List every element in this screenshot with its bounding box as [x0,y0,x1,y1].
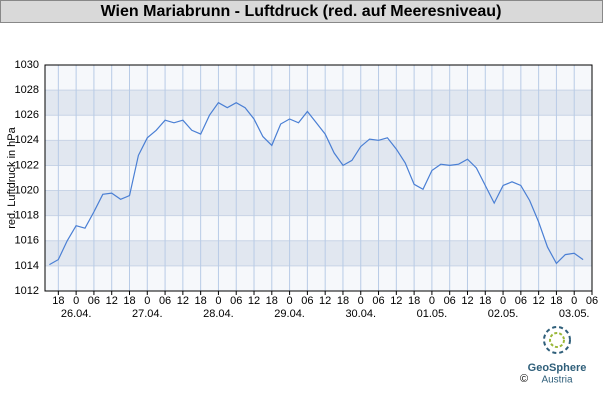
x-tick-label: 12 [390,295,402,307]
line-series [49,101,584,266]
x-tick-label: 06 [301,295,313,307]
x-tick-label: 18 [123,295,135,307]
y-axis-label: red. Luftdruck in hPa [6,126,18,228]
logo-ring [543,326,571,354]
x-tick-label: 0 [358,295,364,307]
y-tick-label: 1026 [15,109,39,121]
y-tick-label: 1014 [15,260,39,272]
date-label: 28.04. [203,308,234,320]
copyright: © [520,373,528,385]
y-tick-label: 1020 [15,184,39,196]
logo [543,326,571,354]
x-tick-label: 06 [515,295,527,307]
x-tick-label: 0 [500,295,506,307]
x-tick-label: 12 [248,295,260,307]
x-tick-label: 06 [159,295,171,307]
logo-name: GeoSphere [528,362,587,374]
x-tick-label: 06 [230,295,242,307]
x-tick-label: 06 [444,295,456,307]
date-label: 27.04. [132,308,163,320]
x-tick-label: 06 [586,295,598,307]
x-tick-label: 18 [195,295,207,307]
x-tick-label: 18 [52,295,64,307]
x-tick-label: 0 [144,295,150,307]
x-tick-label: 06 [372,295,384,307]
x-tick-label: 0 [571,295,577,307]
x-tick-label: 0 [287,295,293,307]
x-tick-label: 0 [429,295,435,307]
y-tick-label: 1030 [15,59,39,71]
x-tick-label: 12 [319,295,331,307]
date-label: 02.05. [488,308,519,320]
chart-title: Wien Mariabrunn - Luftdruck (red. auf Me… [101,3,502,20]
logo-sub: Austria [541,375,573,386]
y-tick-label: 1016 [15,235,39,247]
date-label: 30.04. [345,308,376,320]
y-tick-label: 1018 [15,210,39,222]
x-tick-label: 06 [88,295,100,307]
x-tick-label: 12 [177,295,189,307]
y-tick-label: 1028 [15,84,39,96]
grid-band [45,90,592,116]
logo-ring [549,332,565,348]
x-tick-label: 0 [73,295,79,307]
y-tick-label: 1012 [15,285,39,297]
date-label: 01.05. [417,308,448,320]
x-tick-label: 18 [408,295,420,307]
y-tick-label: 1022 [15,159,39,171]
plot-frame [44,64,593,292]
grid-band [45,190,592,216]
x-tick-label: 18 [479,295,491,307]
y-tick-label: 1024 [15,134,39,146]
date-label: 29.04. [274,308,305,320]
x-tick-label: 0 [215,295,221,307]
x-tick-label: 18 [266,295,278,307]
grid-band [45,140,592,166]
x-tick-label: 18 [337,295,349,307]
x-tick-label: 12 [106,295,118,307]
x-tick-label: 18 [550,295,562,307]
date-label: 26.04. [61,308,92,320]
grid-band [45,240,592,266]
x-tick-label: 12 [461,295,473,307]
date-label: 03.05. [559,308,590,320]
x-tick-label: 12 [533,295,545,307]
